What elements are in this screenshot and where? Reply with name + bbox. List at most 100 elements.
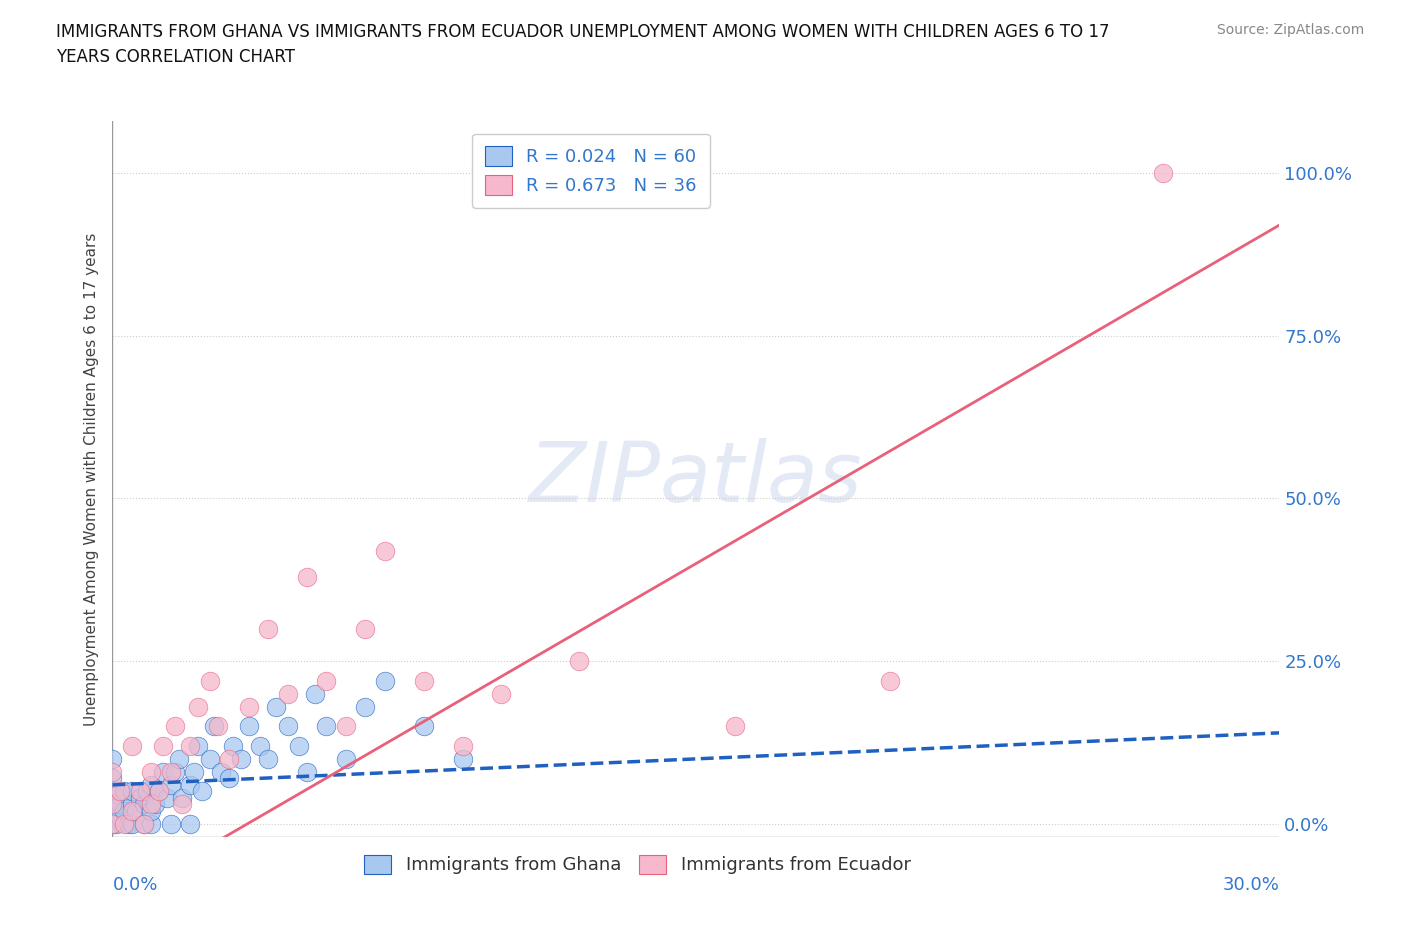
Point bbox=[218, 771, 240, 786]
Point bbox=[191, 784, 214, 799]
Point bbox=[172, 790, 194, 805]
Point bbox=[152, 738, 174, 753]
Point bbox=[412, 719, 434, 734]
Point bbox=[141, 797, 163, 812]
Point bbox=[101, 817, 124, 831]
Point bbox=[202, 719, 225, 734]
Point bbox=[101, 784, 124, 799]
Point bbox=[112, 817, 135, 831]
Point bbox=[209, 764, 232, 779]
Point bbox=[167, 751, 190, 766]
Point bbox=[112, 804, 135, 818]
Point bbox=[148, 784, 170, 799]
Point bbox=[335, 751, 357, 766]
Point bbox=[451, 738, 474, 753]
Text: ZIPatlas: ZIPatlas bbox=[529, 438, 863, 520]
Point bbox=[112, 784, 135, 799]
Point bbox=[101, 797, 124, 812]
Point bbox=[141, 804, 163, 818]
Point bbox=[1152, 166, 1174, 180]
Point bbox=[257, 751, 280, 766]
Text: 0.0%: 0.0% bbox=[112, 876, 157, 895]
Point bbox=[568, 654, 591, 669]
Point bbox=[335, 719, 357, 734]
Point bbox=[156, 790, 179, 805]
Y-axis label: Unemployment Among Women with Children Ages 6 to 17 years: Unemployment Among Women with Children A… bbox=[84, 232, 100, 725]
Point bbox=[198, 673, 221, 688]
Point bbox=[121, 738, 143, 753]
Point bbox=[179, 817, 201, 831]
Point bbox=[172, 797, 194, 812]
Point bbox=[238, 719, 260, 734]
Point bbox=[121, 817, 143, 831]
Point bbox=[163, 764, 186, 779]
Point bbox=[110, 784, 132, 799]
Point bbox=[105, 804, 128, 818]
Point bbox=[249, 738, 271, 753]
Point bbox=[163, 719, 186, 734]
Point bbox=[276, 719, 298, 734]
Point bbox=[160, 764, 183, 779]
Point bbox=[179, 777, 201, 792]
Point bbox=[198, 751, 221, 766]
Point bbox=[264, 699, 287, 714]
Point bbox=[354, 621, 377, 636]
Point bbox=[315, 719, 337, 734]
Point bbox=[136, 784, 159, 799]
Point bbox=[374, 673, 396, 688]
Point bbox=[101, 817, 124, 831]
Point bbox=[101, 804, 124, 818]
Text: Source: ZipAtlas.com: Source: ZipAtlas.com bbox=[1216, 23, 1364, 37]
Point bbox=[141, 777, 163, 792]
Point bbox=[451, 751, 474, 766]
Point bbox=[257, 621, 280, 636]
Point bbox=[160, 777, 183, 792]
Point bbox=[128, 790, 150, 805]
Point bbox=[101, 764, 124, 779]
Point bbox=[125, 804, 148, 818]
Point bbox=[121, 804, 143, 818]
Legend: Immigrants from Ghana, Immigrants from Ecuador: Immigrants from Ghana, Immigrants from E… bbox=[357, 847, 918, 882]
Point bbox=[304, 686, 326, 701]
Point bbox=[148, 784, 170, 799]
Point bbox=[117, 817, 139, 831]
Point bbox=[222, 738, 245, 753]
Point bbox=[187, 699, 209, 714]
Point bbox=[288, 738, 311, 753]
Point bbox=[141, 817, 163, 831]
Point bbox=[132, 817, 155, 831]
Point bbox=[724, 719, 747, 734]
Point bbox=[141, 764, 163, 779]
Point bbox=[491, 686, 513, 701]
Point bbox=[295, 764, 318, 779]
Point bbox=[101, 817, 124, 831]
Point bbox=[105, 817, 128, 831]
Point bbox=[101, 810, 124, 825]
Point bbox=[229, 751, 252, 766]
Point bbox=[110, 810, 132, 825]
Point bbox=[879, 673, 901, 688]
Point bbox=[128, 784, 150, 799]
Point bbox=[121, 797, 143, 812]
Point bbox=[132, 797, 155, 812]
Point bbox=[152, 764, 174, 779]
Point bbox=[218, 751, 240, 766]
Point bbox=[238, 699, 260, 714]
Point bbox=[101, 771, 124, 786]
Point bbox=[110, 797, 132, 812]
Point bbox=[143, 797, 166, 812]
Point bbox=[207, 719, 229, 734]
Point bbox=[179, 738, 201, 753]
Point bbox=[295, 569, 318, 584]
Point bbox=[121, 784, 143, 799]
Point bbox=[412, 673, 434, 688]
Point bbox=[315, 673, 337, 688]
Point bbox=[132, 817, 155, 831]
Point bbox=[374, 543, 396, 558]
Point bbox=[354, 699, 377, 714]
Point bbox=[183, 764, 205, 779]
Text: IMMIGRANTS FROM GHANA VS IMMIGRANTS FROM ECUADOR UNEMPLOYMENT AMONG WOMEN WITH C: IMMIGRANTS FROM GHANA VS IMMIGRANTS FROM… bbox=[56, 23, 1109, 66]
Point bbox=[101, 797, 124, 812]
Point bbox=[187, 738, 209, 753]
Text: 30.0%: 30.0% bbox=[1223, 876, 1279, 895]
